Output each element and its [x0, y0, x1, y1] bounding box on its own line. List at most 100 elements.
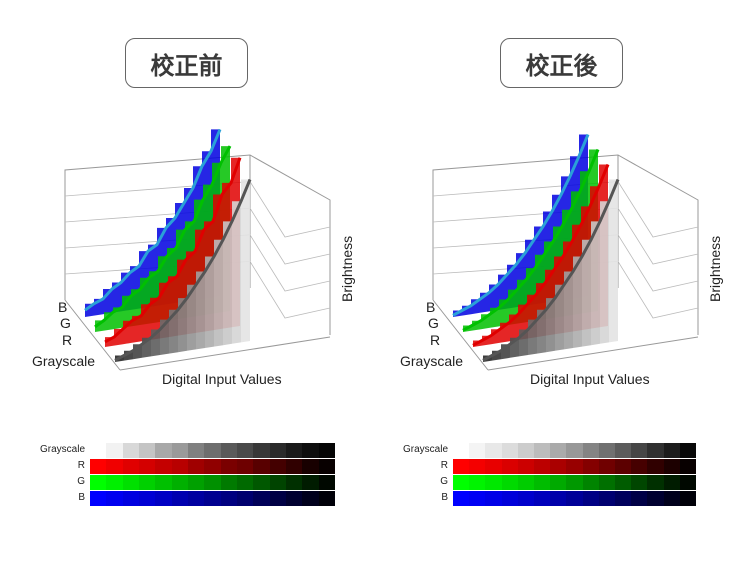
bar-grayscale [582, 239, 591, 347]
series-line-g [94, 145, 232, 329]
red-before-swatch [106, 459, 123, 474]
gray-after-swatch [566, 443, 583, 458]
bar-grayscale [196, 271, 205, 350]
gray-before-swatch [187, 443, 205, 458]
green-after-swatch [582, 475, 599, 490]
row-label-g: G [428, 315, 439, 331]
panel-title-after: 校正後 [500, 38, 623, 88]
red-strip-after [453, 459, 697, 474]
bar-b [112, 282, 121, 313]
red-after-swatch [469, 459, 486, 474]
gray-before-swatch [269, 443, 286, 458]
green-before-swatch [253, 475, 270, 490]
red-after-swatch [550, 459, 567, 474]
gray-after-swatch [485, 443, 502, 458]
red-before-swatch [171, 459, 188, 474]
green-after-swatch [615, 475, 632, 490]
blue-before-swatch [269, 491, 286, 506]
bar-g [113, 307, 122, 330]
chart-floor-left-0 [64, 299, 121, 371]
red-before-swatch [122, 459, 139, 474]
bar-grayscale [232, 201, 241, 344]
bar-grayscale [555, 284, 564, 351]
blue-after-swatch [469, 491, 486, 506]
red-before-swatch [318, 459, 335, 474]
blue-after-swatch [679, 491, 697, 506]
gray-after-swatch [469, 443, 486, 458]
brightness-axis-label: Brightness [707, 236, 723, 302]
red-before-swatch [269, 459, 286, 474]
grayscale-strip-before [90, 443, 335, 458]
red-before-swatch [155, 459, 172, 474]
gray-before-swatch [90, 443, 107, 458]
gray-before-swatch [220, 443, 237, 458]
bar-grayscale [223, 221, 232, 346]
blue-before-swatch [187, 491, 205, 506]
gray-before-swatch [171, 443, 188, 458]
bar-grayscale [600, 201, 609, 344]
strip-label-r-before: R [77, 460, 85, 471]
chart-floor-edge-1 [487, 336, 699, 371]
gray-before-swatch [285, 443, 303, 458]
bar-grayscale [205, 256, 214, 348]
red-after-swatch [501, 459, 518, 474]
blue-before-swatch [138, 491, 156, 506]
red-after-swatch [679, 459, 697, 474]
red-after-swatch [615, 459, 632, 474]
blue-before-swatch [220, 491, 237, 506]
blue-after-swatch [663, 491, 680, 506]
bar-r [150, 297, 159, 340]
gray-after-swatch [534, 443, 551, 458]
blue-after-swatch [598, 491, 616, 506]
red-before-swatch [204, 459, 221, 474]
bar-grayscale [591, 221, 600, 346]
x-axis-label: Digital Input Values [162, 371, 282, 387]
gray-before-swatch [318, 443, 335, 458]
red-after-swatch [566, 459, 583, 474]
green-before-swatch [236, 475, 254, 490]
gray-before-swatch [236, 443, 254, 458]
strip-label-grayscale-after: Grayscale [402, 444, 448, 455]
grayscale-strip-after [453, 443, 697, 458]
green-before-swatch [106, 475, 123, 490]
green-after-swatch [631, 475, 648, 490]
blue-before-swatch [318, 491, 335, 506]
bar-r [132, 315, 141, 343]
brightness-axis-label: Brightness [339, 236, 355, 302]
row-label-grayscale: Grayscale [400, 353, 463, 369]
blue-before-swatch [122, 491, 139, 506]
gray-before-swatch [122, 443, 139, 458]
blue-before-swatch [253, 491, 270, 506]
bar-grayscale [169, 309, 178, 354]
gray-before-swatch [204, 443, 221, 458]
green-after-swatch [517, 475, 535, 490]
series-line-r [472, 163, 610, 347]
red-after-swatch [598, 459, 616, 474]
green-before-swatch [269, 475, 286, 490]
green-before-swatch [187, 475, 205, 490]
gray-before-swatch [138, 443, 156, 458]
series-line-b [452, 133, 590, 317]
gray-before-swatch [155, 443, 172, 458]
row-label-g: G [60, 315, 71, 331]
green-before-swatch [204, 475, 221, 490]
blue-before-swatch [285, 491, 303, 506]
series-line-g [462, 148, 600, 332]
strip-label-b-after: B [441, 492, 448, 503]
strip-label-g-before: G [77, 476, 85, 487]
red-before-swatch [302, 459, 319, 474]
chart-gridline-0 [64, 181, 331, 238]
series-line-grayscale [114, 178, 252, 362]
blue-after-swatch [501, 491, 518, 506]
bar-grayscale [241, 179, 250, 343]
strip-label-grayscale-before: Grayscale [39, 444, 85, 455]
series-line-r [104, 157, 242, 344]
x-axis-label: Digital Input Values [530, 371, 650, 387]
chart-gridline-1 [432, 207, 699, 265]
row-label-b: B [58, 299, 67, 315]
strip-label-g-after: G [440, 476, 448, 487]
green-after-swatch [469, 475, 486, 490]
red-strip-before [90, 459, 335, 474]
gray-after-swatch [582, 443, 599, 458]
red-after-swatch [485, 459, 502, 474]
